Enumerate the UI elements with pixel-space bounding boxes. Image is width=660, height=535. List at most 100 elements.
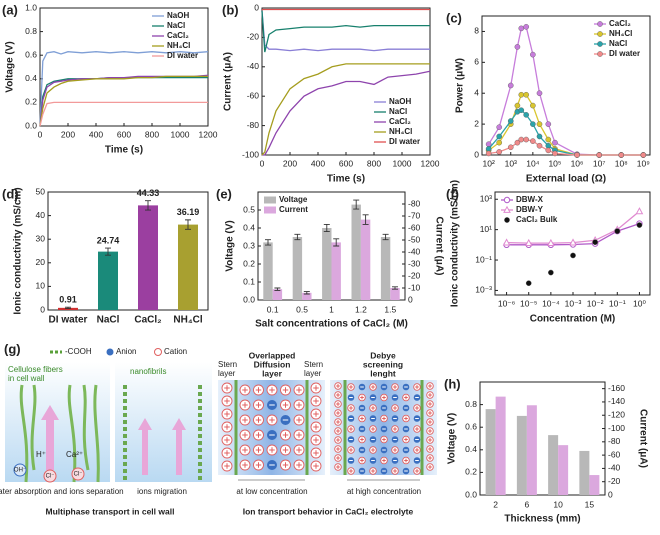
panel-label: (d) xyxy=(2,186,19,201)
y-tick-label: 4 xyxy=(474,87,479,97)
cation-sign xyxy=(360,416,364,421)
error-bar xyxy=(353,199,360,210)
point xyxy=(552,139,558,146)
cation-sign xyxy=(313,463,319,469)
y2-axis-label: Current (μA) xyxy=(433,217,444,276)
x-tick-label: 10⁶ xyxy=(571,158,584,168)
bar xyxy=(526,405,537,495)
x-tick-label: 600 xyxy=(117,129,131,139)
cation-sign xyxy=(360,437,364,442)
label: Cellulose fibers xyxy=(8,365,63,374)
y-tick-label: 10 xyxy=(36,281,46,291)
legend-label: DBW-Y xyxy=(516,205,544,214)
y-tick-label: 6 xyxy=(474,57,479,67)
x-tick-label: 1200 xyxy=(199,129,218,139)
cation-sign xyxy=(313,424,319,430)
cation-sign xyxy=(224,398,230,404)
point xyxy=(523,91,529,98)
chart-panel: (d) 0 10 20 30 40 50 DI water NaCl CaCl₂ NH₄Cl Ioni… xyxy=(2,186,209,326)
x-tick-label: 0 xyxy=(38,129,43,139)
cation-sign xyxy=(360,395,364,400)
cation-sign xyxy=(269,387,275,393)
point xyxy=(507,82,514,89)
panel-label: (c) xyxy=(446,10,462,25)
legend-label: NaOH xyxy=(389,97,411,106)
legend-label: DI water xyxy=(167,51,198,60)
cation-sign xyxy=(428,411,432,415)
cation-sign xyxy=(404,416,408,421)
arrows xyxy=(41,405,59,470)
cation-sign xyxy=(296,402,302,408)
panel-label: (b) xyxy=(222,2,239,17)
bar xyxy=(485,409,496,495)
bar xyxy=(272,289,283,300)
y2-tick-label: -10 xyxy=(408,282,421,292)
error-bar xyxy=(294,233,301,241)
series-line xyxy=(262,70,431,156)
y2-tick-label: -140 xyxy=(608,396,625,406)
x-axis-label: Time (s) xyxy=(327,174,365,185)
legend-label: DI water xyxy=(389,137,420,146)
point xyxy=(536,90,543,97)
y-tick-label: 0.4 xyxy=(243,222,255,232)
y-tick-label: 10¹ xyxy=(480,224,492,234)
fibers xyxy=(19,384,100,483)
ion-label: Cl⁻ xyxy=(46,474,55,480)
y-axis-label: Power (μW) xyxy=(455,58,466,113)
label: layer xyxy=(262,368,283,378)
y-tick-label: 0.3 xyxy=(243,240,255,250)
x-tick-label: 400 xyxy=(89,129,103,139)
cation-sign xyxy=(224,385,230,391)
error-bar xyxy=(303,291,310,295)
y2-tick-label: -120 xyxy=(608,409,625,419)
cation-sign xyxy=(336,429,340,433)
legend-label: NaCl xyxy=(389,107,407,116)
x-tick-label: 10⁻³ xyxy=(565,298,582,308)
y2-tick-label: -80 xyxy=(408,198,421,208)
y-tick-label: 0 xyxy=(474,149,479,159)
cation-sign xyxy=(336,465,340,469)
error-bar xyxy=(362,214,369,225)
cation-sign xyxy=(242,462,248,468)
cation-sign xyxy=(282,447,289,453)
x-tick-label: 10⁻¹ xyxy=(609,298,626,308)
plot-frame xyxy=(479,381,606,496)
point xyxy=(496,133,502,140)
label: Diffusion xyxy=(254,359,291,369)
legend-label: CaCl₂ Bulk xyxy=(516,215,558,224)
cation-sign xyxy=(336,384,340,388)
y-tick-label: -60 xyxy=(247,90,260,100)
point xyxy=(514,139,521,146)
bar xyxy=(331,242,341,300)
ion-label: Cl⁻ xyxy=(74,472,83,478)
x-axis-label: Concentration (M) xyxy=(530,314,616,325)
cation-sign xyxy=(428,384,432,388)
cation-sign xyxy=(224,411,230,417)
y2-tick-label: -20 xyxy=(408,270,421,280)
point xyxy=(545,136,552,143)
cation-sign xyxy=(282,432,289,438)
y2-tick-label: -30 xyxy=(408,258,421,268)
y-tick-label: -40 xyxy=(247,61,260,71)
x-tick-label: CaCl₂ xyxy=(134,315,161,326)
cation-sign xyxy=(282,387,289,393)
x-tick-label: 800 xyxy=(367,158,381,168)
x-axis-label: Time (s) xyxy=(105,145,143,156)
y-tick-label: 8 xyxy=(474,26,479,36)
value-label: 36.19 xyxy=(177,207,200,217)
cation-sign xyxy=(313,385,319,391)
point xyxy=(545,147,552,154)
error-bar xyxy=(274,287,281,291)
y-tick-label: 0 xyxy=(40,304,45,314)
point xyxy=(618,152,625,158)
series-line xyxy=(39,51,209,127)
x-tick-label: 6 xyxy=(525,499,530,509)
point xyxy=(496,139,502,146)
cation-sign xyxy=(296,447,302,453)
y-axis-label: Voltage (V) xyxy=(447,413,458,464)
y-tick-label: 0.8 xyxy=(25,26,37,36)
legend-label: NH₄Cl xyxy=(389,127,412,136)
x-tick-label: 2 xyxy=(493,499,498,509)
legend-marker xyxy=(503,196,511,204)
cation-sign xyxy=(336,411,340,415)
